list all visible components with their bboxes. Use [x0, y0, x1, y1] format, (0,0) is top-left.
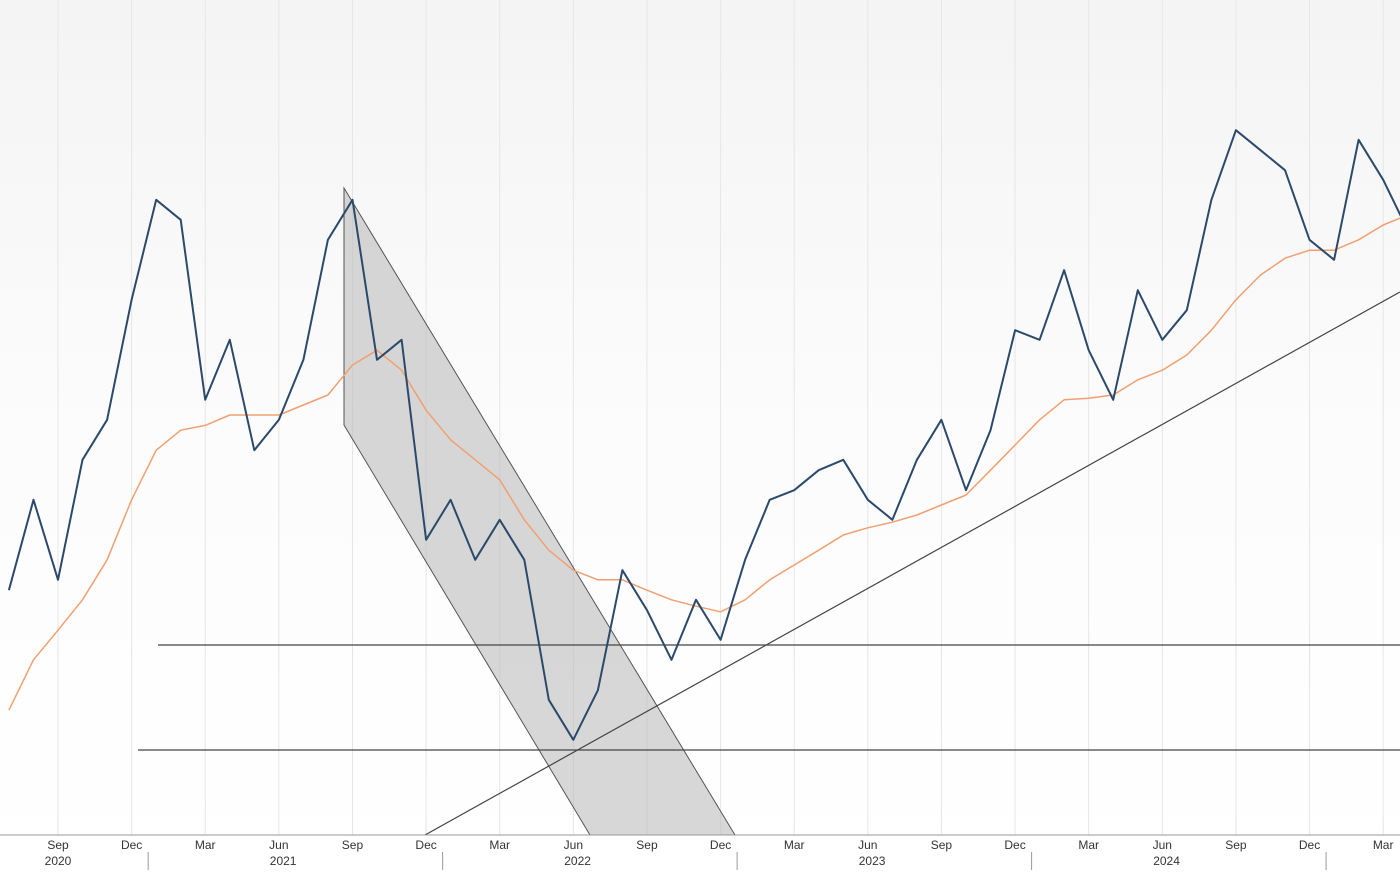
- x-tick-label: Jun: [1153, 838, 1172, 852]
- x-tick-label: Sep: [931, 838, 953, 852]
- x-tick-label: Sep: [1225, 838, 1247, 852]
- year-label: 2023: [859, 854, 886, 868]
- trend-line: [424, 291, 1400, 836]
- x-tick-label: Mar: [1373, 838, 1394, 852]
- x-tick-label: Sep: [636, 838, 658, 852]
- x-tick-label: Sep: [342, 838, 364, 852]
- x-axis-labels: Sep Dec Mar Jun Sep Dec Mar Jun Sep Dec Mar Jun Sep D…: [45, 838, 1394, 870]
- year-label: 2020: [45, 854, 72, 868]
- x-tick-label: Dec: [1299, 838, 1320, 852]
- x-tick-label: Sep: [47, 838, 69, 852]
- year-label: 2024: [1153, 854, 1180, 868]
- x-tick-label: Jun: [564, 838, 583, 852]
- x-tick-label: Dec: [415, 838, 436, 852]
- grid: [57, 0, 1384, 835]
- x-tick-label: Jun: [269, 838, 288, 852]
- moving-average-line: [8, 217, 1400, 711]
- x-tick-label: Dec: [1004, 838, 1025, 852]
- x-tick-label: Mar: [784, 838, 805, 852]
- x-tick-label: Dec: [121, 838, 142, 852]
- x-tick-label: Mar: [1078, 838, 1099, 852]
- plot: [7, 129, 1400, 741]
- price-line: [7, 129, 1400, 741]
- x-tick-label: Jun: [858, 838, 877, 852]
- year-label: 2021: [270, 854, 297, 868]
- x-tick-label: Mar: [489, 838, 510, 852]
- year-label: 2022: [564, 854, 591, 868]
- x-tick-label: Mar: [195, 838, 216, 852]
- x-tick-label: Dec: [710, 838, 731, 852]
